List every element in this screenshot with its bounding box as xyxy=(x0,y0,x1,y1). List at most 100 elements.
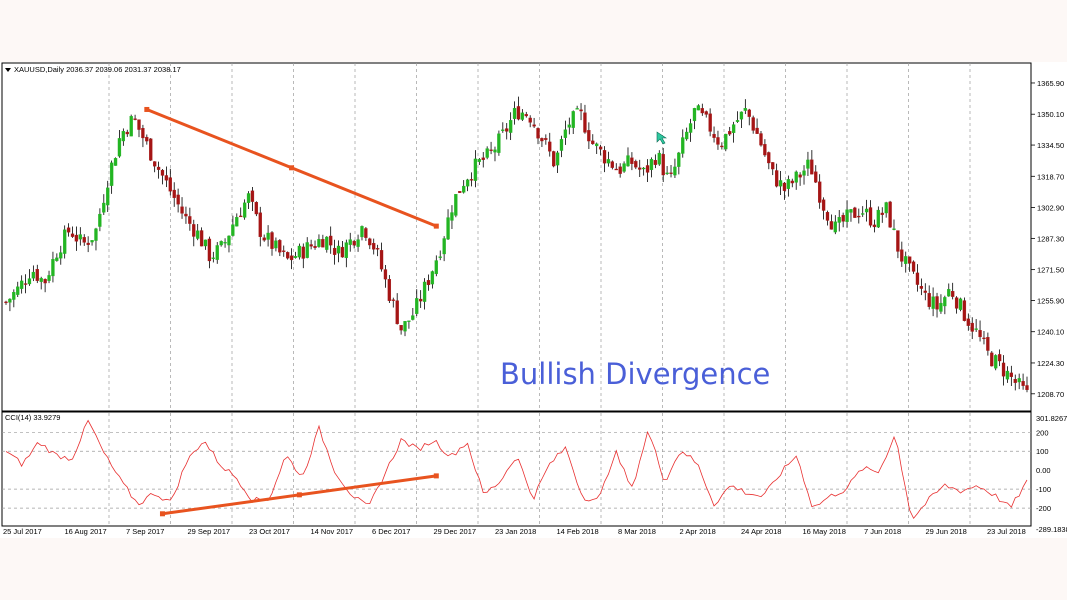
candle-down xyxy=(544,138,548,140)
candlestick-series xyxy=(4,96,1029,393)
candle-down xyxy=(340,246,345,258)
candle-down xyxy=(954,297,959,309)
candle-down xyxy=(368,238,372,246)
candle-up xyxy=(117,138,122,157)
candle-down xyxy=(399,325,403,331)
candle-down xyxy=(301,246,305,259)
x-tick-label: 2 Apr 2018 xyxy=(680,527,716,536)
candle-up xyxy=(196,230,200,239)
candle-up xyxy=(512,107,517,119)
candle-up xyxy=(59,252,63,259)
candle-up xyxy=(520,112,525,120)
candle-down xyxy=(700,108,704,114)
candle-down xyxy=(751,117,755,131)
cci-line xyxy=(5,419,1028,520)
candle-down xyxy=(790,180,794,184)
candle-up xyxy=(94,228,98,241)
candle-down xyxy=(153,161,157,167)
candle-up xyxy=(861,213,865,215)
candle-down xyxy=(149,138,153,161)
candle-down xyxy=(618,166,622,174)
candle-down xyxy=(1013,379,1017,383)
candle-down xyxy=(990,352,994,367)
candle-up xyxy=(677,152,681,167)
candle-down xyxy=(1021,381,1025,386)
candle-down xyxy=(818,181,822,203)
candle-up xyxy=(794,171,798,183)
candle-down xyxy=(469,179,474,181)
candle-down xyxy=(192,224,196,237)
candle-down xyxy=(66,227,71,233)
candle-up xyxy=(731,124,736,134)
candle-down xyxy=(970,322,974,332)
candle-down xyxy=(552,151,556,167)
candle-up xyxy=(129,116,133,137)
candle-up xyxy=(1005,370,1010,380)
y-tick-label: 1334.50 xyxy=(1037,141,1064,150)
candle-down xyxy=(825,212,830,221)
candle-up xyxy=(735,120,740,122)
candle-down xyxy=(250,190,255,202)
candle-down xyxy=(74,234,79,242)
candle-down xyxy=(516,106,521,120)
candle-down xyxy=(375,248,380,250)
candle-up xyxy=(227,235,231,246)
candle-down xyxy=(986,337,990,351)
candle-down xyxy=(759,133,763,146)
candle-down xyxy=(798,174,802,178)
candle-down xyxy=(329,235,333,246)
x-tick-label: 24 Apr 2018 xyxy=(741,527,781,536)
cci-header: CCI(14) 33.9279 xyxy=(5,413,60,422)
candle-up xyxy=(688,123,693,133)
chart-menu-triangle-icon[interactable] xyxy=(5,68,11,72)
candle-up xyxy=(606,159,611,164)
candle-down xyxy=(548,141,552,152)
candle-down xyxy=(661,154,665,176)
candle-up xyxy=(892,228,896,230)
candle-down xyxy=(767,152,771,164)
candle-down xyxy=(536,128,540,139)
candle-down xyxy=(927,293,931,307)
candle-down xyxy=(728,131,732,135)
candle-down xyxy=(395,300,399,325)
candle-down xyxy=(583,112,587,133)
candle-down xyxy=(70,233,75,237)
candle-up xyxy=(739,111,744,120)
candle-up xyxy=(649,159,654,171)
candle-down xyxy=(720,145,724,148)
candle-down xyxy=(43,279,47,284)
candle-down xyxy=(821,199,826,211)
candle-up xyxy=(802,170,806,176)
candle-up xyxy=(293,256,298,258)
y-tick-label: 1255.90 xyxy=(1037,296,1064,305)
candle-up xyxy=(430,271,435,285)
candle-down xyxy=(458,191,462,193)
candle-up xyxy=(422,281,427,302)
candle-up xyxy=(246,193,251,203)
candle-up xyxy=(274,240,278,249)
candle-down xyxy=(125,131,129,135)
candle-down xyxy=(923,290,927,293)
candle-up xyxy=(497,133,501,153)
candle-down xyxy=(379,250,384,270)
candle-up xyxy=(947,289,951,297)
candle-up xyxy=(931,296,935,309)
candle-up xyxy=(939,302,943,312)
candle-up xyxy=(493,149,497,153)
candle-up xyxy=(242,202,247,218)
candle-down xyxy=(168,177,172,192)
candle-up xyxy=(235,217,239,227)
candle-down xyxy=(137,119,141,130)
candle-up xyxy=(411,315,415,320)
price-header: XAUUSD,Daily 2036.37 2039.06 2031.37 203… xyxy=(14,65,181,74)
grid-lines xyxy=(2,63,1031,525)
candle-down xyxy=(262,237,266,241)
cci-trendline-handle xyxy=(296,492,302,498)
candle-up xyxy=(12,292,16,300)
candle-up xyxy=(575,108,579,110)
cci-trendline-handle xyxy=(159,511,165,517)
cci-tick-label: -200 xyxy=(1036,504,1051,513)
candle-down xyxy=(164,175,169,181)
candle-down xyxy=(160,169,165,176)
candle-down xyxy=(532,124,536,127)
